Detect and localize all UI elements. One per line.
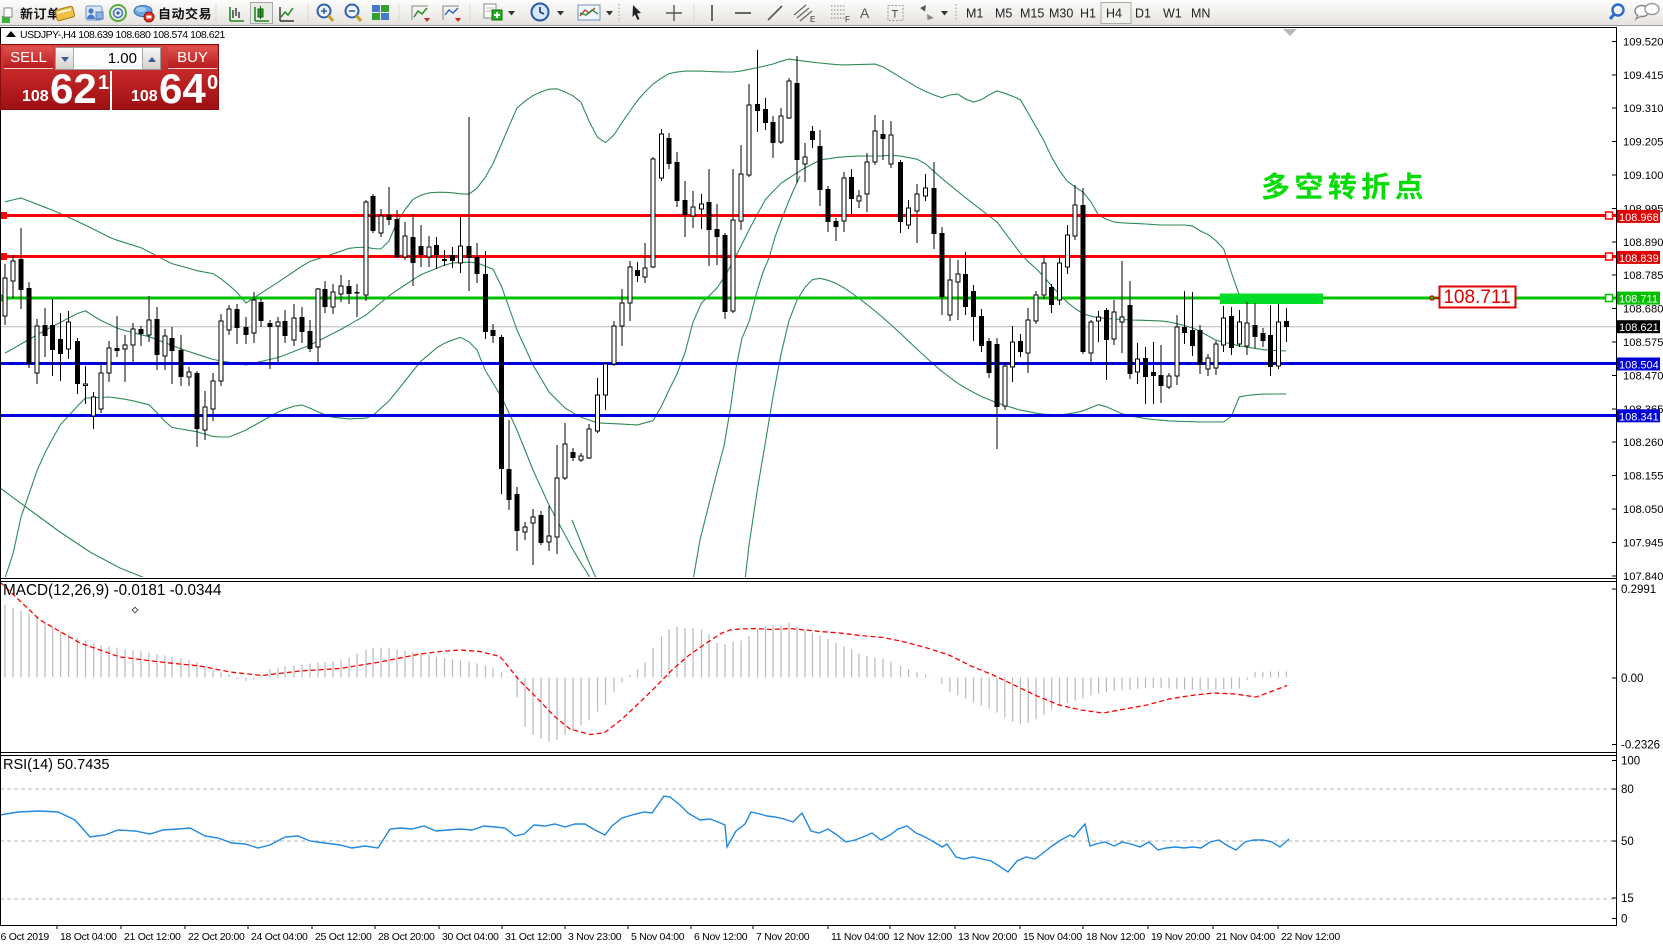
- svg-text:F: F: [845, 15, 850, 24]
- svg-text:108.341: 108.341: [1619, 411, 1659, 423]
- svg-text:16 Oct 2019: 16 Oct 2019: [0, 931, 49, 943]
- svg-text:107.945: 107.945: [1623, 537, 1663, 549]
- svg-text:5 Nov 04:00: 5 Nov 04:00: [631, 931, 685, 943]
- svg-text:15: 15: [1621, 893, 1634, 905]
- svg-text:11 Nov 04:00: 11 Nov 04:00: [831, 931, 890, 943]
- svg-text:W1: W1: [1163, 7, 1182, 21]
- svg-text:D1: D1: [1135, 7, 1151, 21]
- svg-text:22 Oct 20:00: 22 Oct 20:00: [188, 931, 245, 943]
- svg-text:MACD(12,26,9) -0.0181 -0.0344: MACD(12,26,9) -0.0181 -0.0344: [3, 582, 222, 599]
- svg-text:18 Oct 04:00: 18 Oct 04:00: [60, 931, 117, 943]
- svg-text:M1: M1: [966, 7, 983, 21]
- svg-text:6 Nov 12:00: 6 Nov 12:00: [694, 931, 748, 943]
- svg-text:108.968: 108.968: [1619, 212, 1659, 224]
- svg-text:0.2991: 0.2991: [1621, 584, 1656, 596]
- svg-text:22 Nov 12:00: 22 Nov 12:00: [1281, 931, 1340, 943]
- svg-text:E: E: [810, 15, 815, 24]
- svg-text:109.100: 109.100: [1623, 170, 1663, 182]
- svg-text:108.839: 108.839: [1619, 253, 1659, 265]
- svg-text:108.504: 108.504: [1619, 360, 1659, 372]
- svg-text:18 Nov 12:00: 18 Nov 12:00: [1086, 931, 1145, 943]
- svg-text:108.711: 108.711: [1619, 294, 1658, 306]
- svg-text:7 Nov 20:00: 7 Nov 20:00: [756, 931, 810, 943]
- svg-text:108.470: 108.470: [1623, 370, 1663, 382]
- svg-text:108.621: 108.621: [1619, 322, 1659, 334]
- svg-text:109.310: 109.310: [1623, 103, 1663, 115]
- svg-text:31 Oct 12:00: 31 Oct 12:00: [505, 931, 562, 943]
- svg-text:19 Nov 20:00: 19 Nov 20:00: [1151, 931, 1210, 943]
- svg-text:50: 50: [1621, 836, 1634, 848]
- svg-text:108.711: 108.711: [1443, 287, 1510, 308]
- svg-text:100: 100: [1621, 756, 1640, 768]
- svg-text:108.155: 108.155: [1623, 471, 1663, 483]
- svg-text:108.890: 108.890: [1623, 237, 1663, 249]
- svg-text:0.00: 0.00: [1621, 673, 1643, 685]
- svg-text:21 Oct 12:00: 21 Oct 12:00: [124, 931, 181, 943]
- svg-text:13 Nov 20:00: 13 Nov 20:00: [958, 931, 1017, 943]
- svg-text:108.260: 108.260: [1623, 437, 1663, 449]
- svg-text:109.205: 109.205: [1623, 137, 1663, 149]
- svg-text:80: 80: [1621, 784, 1634, 796]
- svg-text:15 Nov 04:00: 15 Nov 04:00: [1023, 931, 1082, 943]
- svg-text:108.785: 108.785: [1623, 270, 1663, 282]
- svg-text:3 Nov 23:00: 3 Nov 23:00: [568, 931, 622, 943]
- svg-text:24 Oct 04:00: 24 Oct 04:00: [251, 931, 308, 943]
- svg-text:H4: H4: [1106, 7, 1122, 21]
- svg-text:USDJPY-,H4 108.639 108.680 10: USDJPY-,H4 108.639 108.680 108.574 108.6…: [20, 29, 225, 41]
- svg-text:30 Oct 04:00: 30 Oct 04:00: [442, 931, 499, 943]
- svg-text:12 Nov 12:00: 12 Nov 12:00: [893, 931, 952, 943]
- svg-text:109.520: 109.520: [1623, 36, 1663, 48]
- svg-text:RSI(14) 50.7435: RSI(14) 50.7435: [3, 757, 109, 773]
- svg-text:108.050: 108.050: [1623, 504, 1663, 516]
- svg-text:M5: M5: [995, 7, 1012, 21]
- svg-text:107.840: 107.840: [1623, 571, 1663, 583]
- svg-text:21 Nov 04:00: 21 Nov 04:00: [1216, 931, 1275, 943]
- svg-text:0: 0: [1621, 914, 1627, 926]
- svg-text:-0.2326: -0.2326: [1621, 740, 1660, 752]
- svg-text:T: T: [892, 9, 899, 21]
- svg-text:28 Oct 20:00: 28 Oct 20:00: [378, 931, 435, 943]
- svg-text:A: A: [860, 5, 870, 21]
- svg-text:M15: M15: [1020, 7, 1044, 21]
- svg-text:108.680: 108.680: [1623, 304, 1663, 316]
- svg-text:109.415: 109.415: [1623, 70, 1663, 82]
- svg-text:M30: M30: [1049, 7, 1073, 21]
- svg-text:MN: MN: [1191, 7, 1210, 21]
- svg-text:108.575: 108.575: [1623, 337, 1663, 349]
- svg-text:25 Oct 12:00: 25 Oct 12:00: [315, 931, 372, 943]
- svg-text:H1: H1: [1080, 7, 1096, 21]
